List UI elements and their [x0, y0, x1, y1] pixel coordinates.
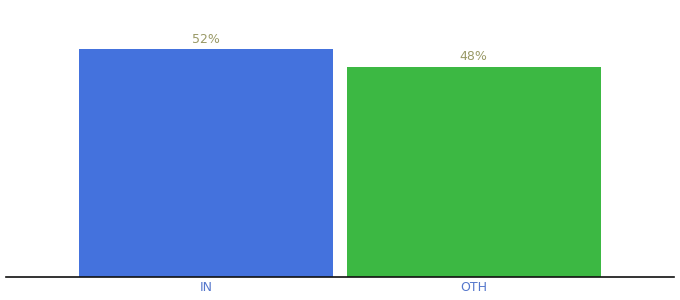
- Bar: [79, 49, 333, 277]
- Bar: [347, 67, 601, 277]
- Text: 48%: 48%: [460, 50, 488, 63]
- Text: 52%: 52%: [192, 33, 220, 46]
